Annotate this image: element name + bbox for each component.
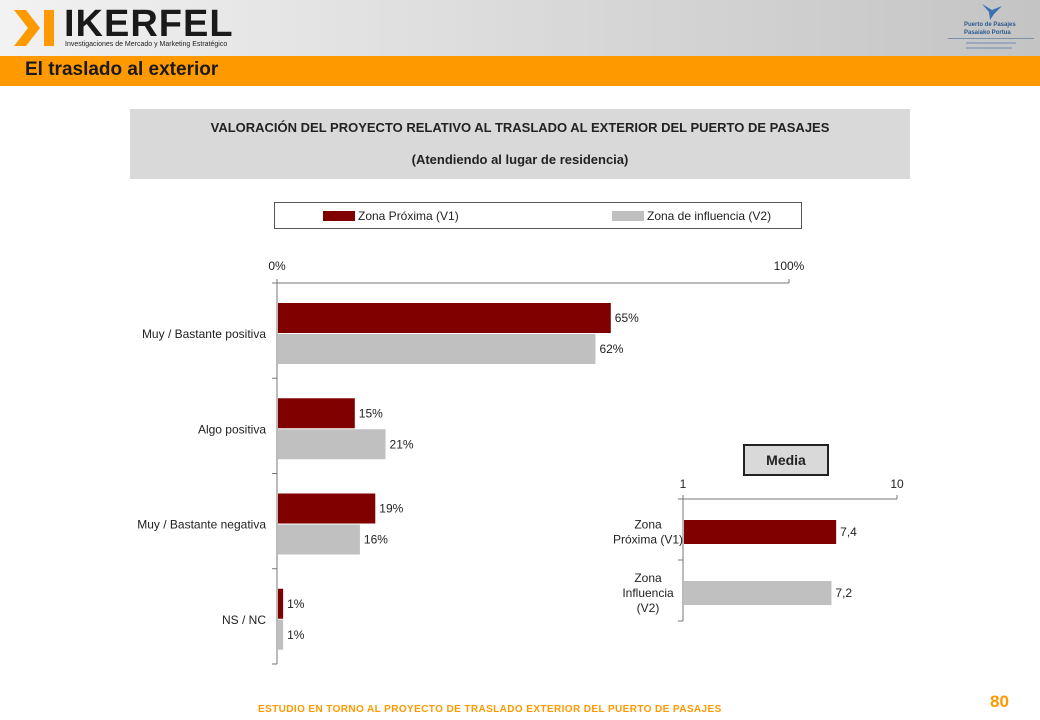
port-logo-divider xyxy=(948,38,1034,39)
media-category-label: Zona xyxy=(634,518,662,532)
category-label: Algo positiva xyxy=(198,422,266,436)
port-bird-icon xyxy=(982,4,1002,20)
media-tick-label: 10 xyxy=(890,477,904,491)
logo-arrow-icon xyxy=(14,10,54,46)
chart-title-box: VALORACIÓN DEL PROYECTO RELATIVO AL TRAS… xyxy=(130,109,910,179)
port-logo-line1: Puerto de Pasajes xyxy=(964,22,1016,28)
media-category-label: (V2) xyxy=(637,601,660,615)
media-data-label: 7,4 xyxy=(840,525,857,539)
logo-text: IKERFEL xyxy=(64,3,234,45)
port-logo-fineprint xyxy=(966,42,1016,44)
legend-swatch-v2 xyxy=(612,211,644,221)
media-label: Media xyxy=(766,452,806,468)
category-label: Muy / Bastante negativa xyxy=(137,518,266,532)
media-category-label: Próxima (V1) xyxy=(613,533,683,547)
chart-legend: Zona Próxima (V1) Zona de influencia (V2… xyxy=(274,202,802,229)
logo-subtitle: Investigaciones de Mercado y Marketing E… xyxy=(65,41,228,48)
chart-title: VALORACIÓN DEL PROYECTO RELATIVO AL TRAS… xyxy=(210,120,830,135)
x-tick-label: 100% xyxy=(774,259,805,273)
media-label-box: Media xyxy=(743,444,829,476)
data-label: 62% xyxy=(599,342,623,356)
data-label: 65% xyxy=(615,311,639,325)
port-logo-line2: Pasaiako Portua xyxy=(964,30,1011,36)
data-label: 21% xyxy=(390,437,414,451)
page-number: 80 xyxy=(990,692,1009,711)
media-tick-label: 1 xyxy=(680,477,687,491)
bar-v1 xyxy=(278,303,611,333)
port-logo-fineprint xyxy=(966,47,1012,49)
ikerfel-logo: IKERFEL Investigaciones de Mercado y Mar… xyxy=(8,3,248,52)
bar-v2 xyxy=(278,429,386,460)
port-logo: Puerto de Pasajes Pasaiako Portua xyxy=(946,0,1036,56)
bar-v1 xyxy=(278,588,284,619)
media-category-label: Zona xyxy=(634,571,662,585)
bar-v2 xyxy=(278,524,360,555)
data-label: 19% xyxy=(379,502,403,516)
header-band: IKERFEL Investigaciones de Mercado y Mar… xyxy=(0,0,1040,56)
data-label: 15% xyxy=(359,406,383,420)
legend-label-v1: Zona Próxima (V1) xyxy=(358,209,459,223)
data-label: 1% xyxy=(287,597,305,611)
chart-subtitle: (Atendiendo al lugar de residencia) xyxy=(411,152,629,167)
media-bar xyxy=(684,520,837,544)
legend-label-v2: Zona de influencia (V2) xyxy=(647,209,772,223)
bar-v1 xyxy=(278,493,376,524)
bar-v2 xyxy=(278,619,284,650)
data-label: 1% xyxy=(287,628,305,642)
category-label: NS / NC xyxy=(222,613,266,627)
section-title: El traslado al exterior xyxy=(25,59,219,80)
bar-v1 xyxy=(278,398,355,429)
media-bar xyxy=(684,581,832,605)
section-bar: El traslado al exterior xyxy=(0,56,1040,86)
legend-swatch-v1 xyxy=(323,211,355,221)
media-data-label: 7,2 xyxy=(835,586,852,600)
data-label: 16% xyxy=(364,533,388,547)
category-label: Muy / Bastante positiva xyxy=(142,327,266,341)
media-category-label: Influencia xyxy=(622,586,674,600)
x-tick-label: 0% xyxy=(268,259,286,273)
footer-text: ESTUDIO EN TORNO AL PROYECTO DE TRASLADO… xyxy=(258,704,722,715)
bar-v2 xyxy=(278,334,596,364)
